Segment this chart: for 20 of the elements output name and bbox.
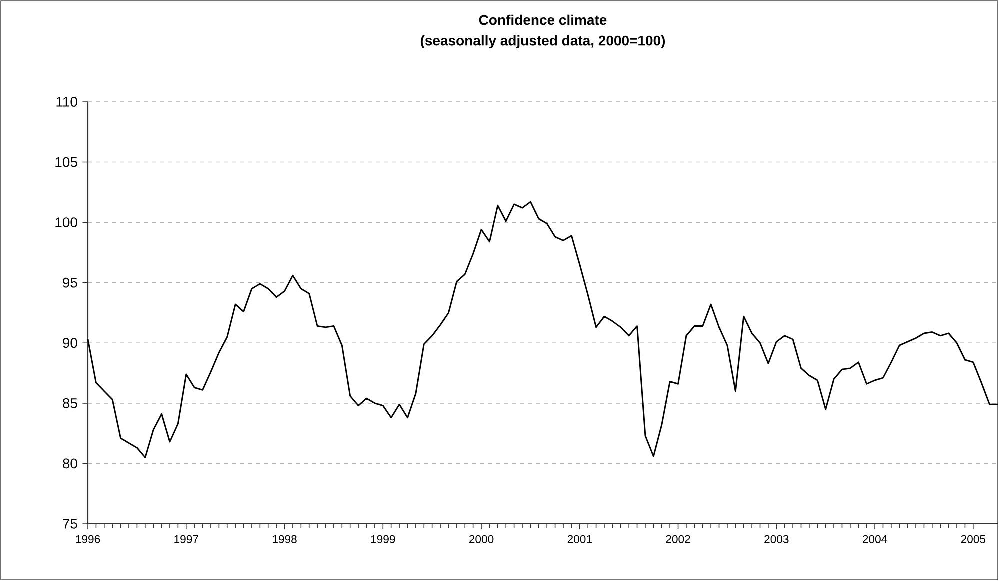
y-tick-label: 75 [63,519,78,529]
x-tick-label: 2005 [961,535,986,544]
y-tick-label: 110 [56,97,78,107]
x-tick-label: 2002 [666,535,690,544]
y-tick-label: 90 [63,338,78,348]
x-tick-label: 1996 [76,535,100,544]
x-tick-label: 2000 [469,535,494,544]
x-tick-label: 1999 [371,535,396,544]
x-tick-label: 1998 [273,535,297,544]
y-tick-label: 85 [63,398,78,408]
x-tick-label: 2001 [568,535,592,544]
chart-title: Confidence climate [479,14,607,26]
x-tick-label: 2003 [764,535,789,544]
y-tick-label: 80 [63,458,78,469]
y-tick-label: 105 [56,157,78,168]
x-tick-label: 1997 [174,535,198,544]
chart-subtitle: (seasonally adjusted data, 2000=100) [420,35,666,49]
x-tick-label: 2004 [862,535,888,544]
y-tick-label: 100 [56,218,78,228]
y-tick-label: 95 [63,278,78,288]
